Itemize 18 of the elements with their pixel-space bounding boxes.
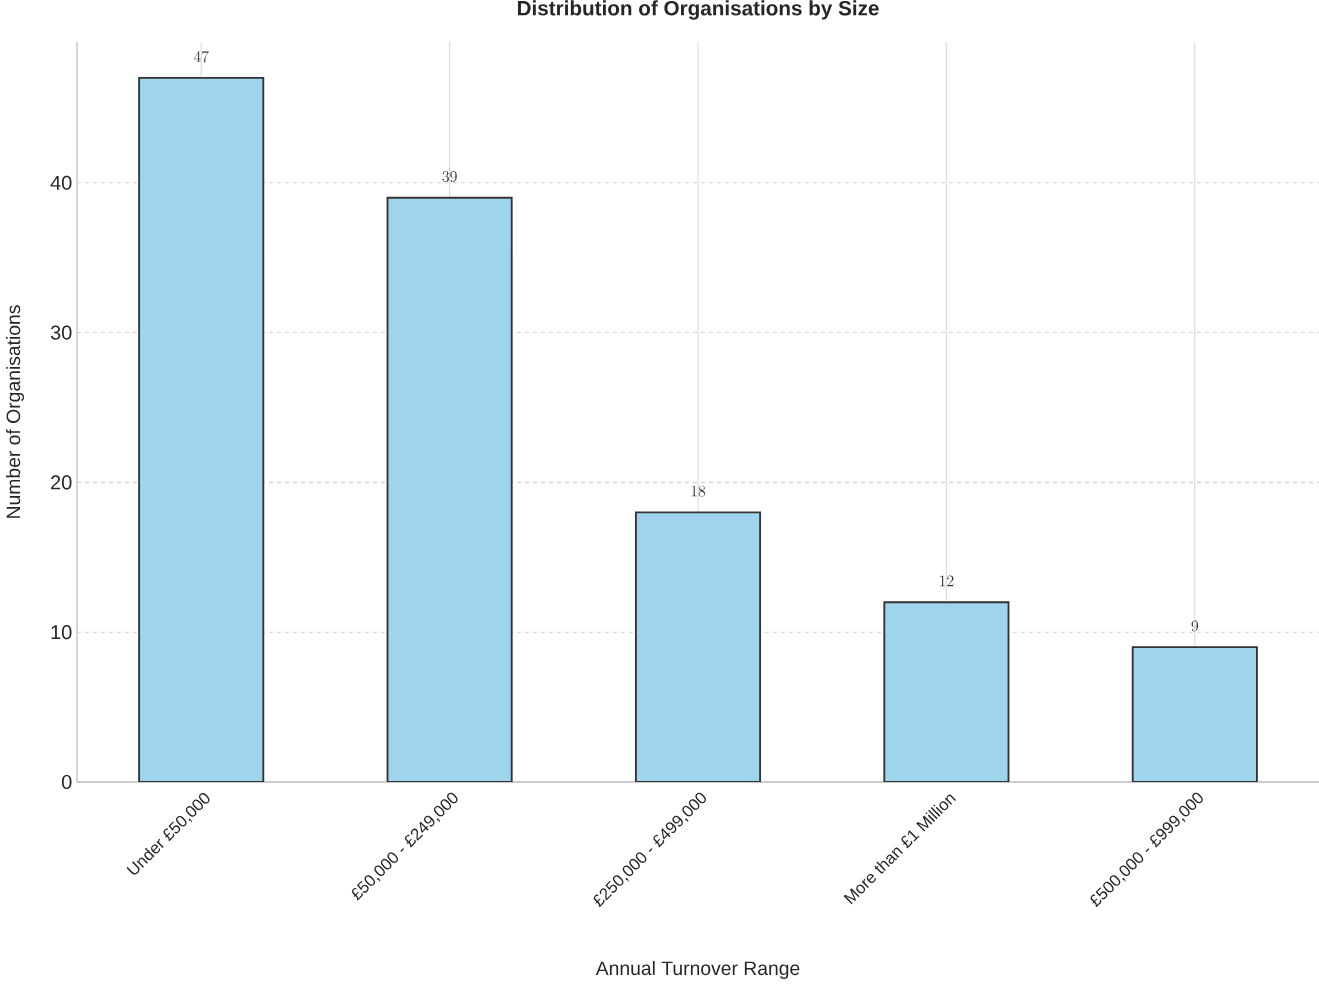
y-axis-title: Number of Organisations bbox=[6, 305, 25, 518]
y-tick-label: 40 bbox=[50, 175, 72, 190]
data-label: 12 bbox=[940, 575, 954, 587]
y-tick-label: 0 bbox=[61, 774, 72, 790]
bar bbox=[634, 511, 762, 782]
bar bbox=[386, 196, 513, 782]
bar bbox=[1131, 646, 1258, 782]
bar bbox=[883, 601, 1010, 782]
y-tick-label: 30 bbox=[50, 325, 72, 340]
y-tick-label: 10 bbox=[51, 625, 72, 640]
data-label: 9 bbox=[1191, 620, 1199, 632]
bar bbox=[138, 76, 265, 782]
data-label: 18 bbox=[691, 485, 706, 497]
chart-title: Distribution of Organisations by Size bbox=[517, 0, 879, 20]
data-label: 39 bbox=[442, 171, 457, 183]
y-tick-label: 20 bbox=[51, 475, 72, 490]
data-label: 47 bbox=[193, 51, 209, 63]
x-axis-title: Annual Turnover Range bbox=[595, 960, 800, 979]
